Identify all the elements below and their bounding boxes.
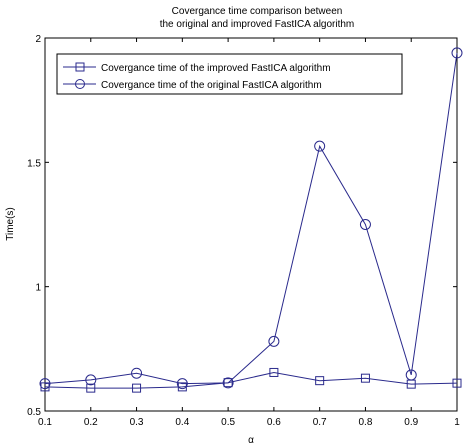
x-tick-label: 0.1 bbox=[38, 417, 52, 428]
data-point-circle bbox=[359, 219, 371, 230]
y-tick-label: 1.5 bbox=[27, 158, 41, 169]
chart-title-line-2: the original and improved FastICA algori… bbox=[160, 19, 355, 30]
data-point-circle bbox=[131, 367, 143, 379]
x-tick-label: 0.7 bbox=[313, 417, 327, 428]
plot-area bbox=[44, 37, 458, 412]
series-line-improved bbox=[44, 371, 458, 389]
legend-label-original: Covergance time of the original FastICA … bbox=[101, 80, 322, 91]
y-tick-label: 0.5 bbox=[27, 407, 41, 418]
y-axis-ticks: 0.5 1 1.5 2 bbox=[27, 34, 457, 418]
data-point-circle bbox=[222, 377, 234, 389]
x-axis-label: α bbox=[248, 435, 254, 446]
x-tick-label: 0.4 bbox=[175, 417, 189, 428]
data-point-square bbox=[269, 367, 279, 377]
legend-marker-square bbox=[75, 62, 85, 72]
x-tick-label: 0.3 bbox=[130, 417, 144, 428]
data-point-square bbox=[452, 378, 462, 388]
y-axis-label: Time(s) bbox=[5, 207, 16, 241]
data-point-circle bbox=[39, 378, 51, 390]
data-point-circle bbox=[176, 378, 188, 390]
x-tick-label: 0.2 bbox=[84, 417, 98, 428]
data-point-circle bbox=[405, 369, 417, 381]
y-tick-label: 2 bbox=[35, 34, 41, 45]
legend-marker-circle bbox=[75, 79, 85, 89]
x-axis-ticks: 0.1 0.2 0.3 0.4 0.5 0.6 0.7 0.8 0.9 1 bbox=[38, 38, 460, 428]
x-tick-label: 0.5 bbox=[221, 417, 235, 428]
data-point-circle bbox=[451, 47, 463, 59]
y-tick-label: 1 bbox=[35, 283, 41, 294]
x-tick-label: 0.9 bbox=[404, 417, 418, 428]
legend: Covergance time of the improved FastICA … bbox=[56, 53, 403, 95]
legend-box bbox=[56, 53, 403, 95]
data-point-square bbox=[132, 383, 142, 393]
data-point-circle bbox=[314, 140, 326, 152]
series-line-original bbox=[44, 52, 458, 385]
x-tick-label: 0.8 bbox=[358, 417, 372, 428]
x-tick-label: 0.6 bbox=[267, 417, 281, 428]
data-point-square bbox=[86, 383, 96, 393]
data-point-square bbox=[360, 373, 370, 383]
legend-label-improved: Covergance time of the improved FastICA … bbox=[101, 63, 331, 74]
x-tick-label: 1 bbox=[454, 417, 460, 428]
chart-title-line-1: Covergance time comparison between bbox=[172, 6, 343, 17]
data-point-square bbox=[315, 376, 325, 386]
data-point-circle bbox=[268, 335, 280, 347]
data-point-circle bbox=[85, 374, 97, 386]
series-layer bbox=[39, 47, 463, 393]
